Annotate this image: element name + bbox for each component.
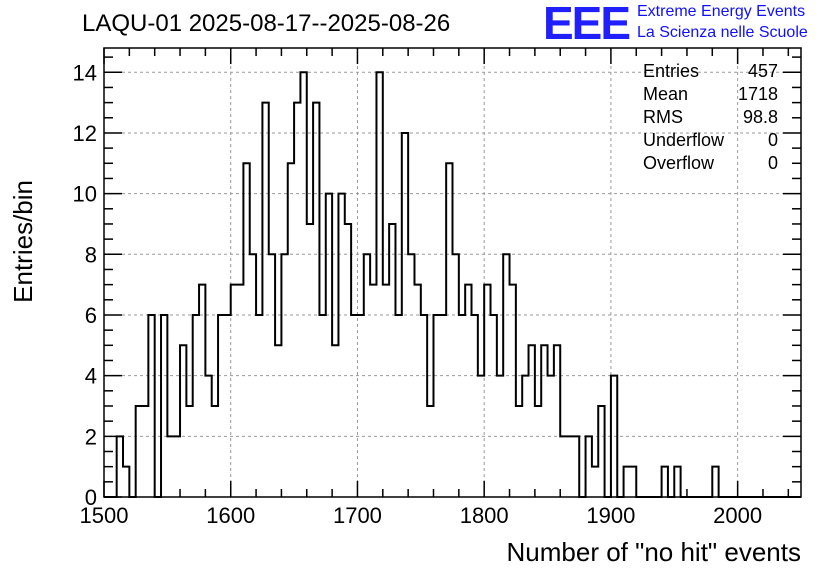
x-tick-label: 1800 bbox=[460, 503, 509, 528]
grid-lines bbox=[104, 48, 801, 497]
stats-value: 1718 bbox=[738, 84, 778, 104]
plot-frame bbox=[103, 47, 802, 498]
chart-title: LAQU-01 2025-08-17--2025-08-26 bbox=[82, 10, 451, 37]
stats-value: 457 bbox=[748, 61, 778, 81]
stats-label: Mean bbox=[643, 84, 688, 104]
y-tick-label: 2 bbox=[85, 424, 97, 449]
stats-box: Entries 457 Mean 1718 RMS 98.8 Underflow 0 Overf… bbox=[643, 61, 778, 173]
axis-ticks bbox=[103, 48, 801, 498]
x-tick-label: 1600 bbox=[206, 503, 255, 528]
stats-label: Underflow bbox=[643, 130, 725, 150]
logo-text-line1: Extreme Energy Events bbox=[637, 3, 806, 20]
stats-label: RMS bbox=[643, 107, 683, 127]
y-axis-label: Entries/bin bbox=[8, 180, 38, 303]
x-tick-label: 1700 bbox=[333, 503, 382, 528]
y-tick-label: 14 bbox=[73, 60, 97, 85]
y-tick-label: 10 bbox=[73, 182, 97, 207]
y-tick-label: 8 bbox=[85, 242, 97, 267]
eee-logo: EEE bbox=[543, 0, 631, 49]
x-tick-label: 1900 bbox=[586, 503, 635, 528]
x-tick-label: 1500 bbox=[80, 503, 129, 528]
stats-value: 98.8 bbox=[743, 107, 778, 127]
x-tick-label: 2000 bbox=[713, 503, 762, 528]
y-tick-label: 12 bbox=[73, 121, 97, 146]
stats-value: 0 bbox=[768, 153, 778, 173]
y-tick-label: 0 bbox=[85, 485, 97, 510]
stats-label: Entries bbox=[643, 61, 699, 81]
stats-label: Overflow bbox=[643, 153, 715, 173]
stats-value: 0 bbox=[768, 130, 778, 150]
logo-text-line2: La Scienza nelle Scuole bbox=[637, 24, 808, 41]
axis-tick-labels: 1500 1600 1700 1800 1900 2000 0 2 4 6 8 10 12 14 bbox=[73, 60, 763, 528]
y-tick-label: 4 bbox=[85, 364, 97, 389]
y-tick-label: 6 bbox=[85, 303, 97, 328]
x-axis-label: Number of "no hit" events bbox=[507, 537, 802, 567]
